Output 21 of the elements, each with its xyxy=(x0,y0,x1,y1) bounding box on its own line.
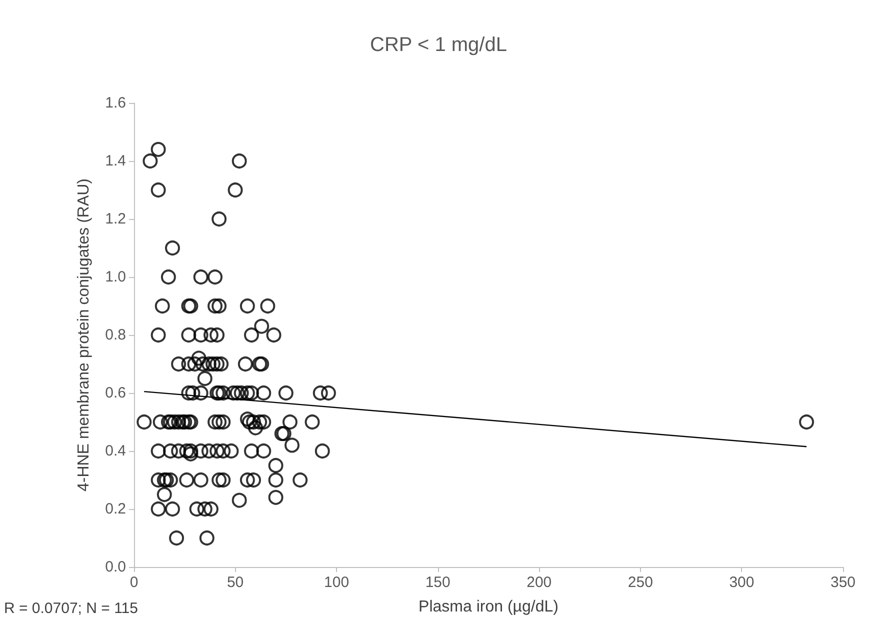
x-tick-label: 0 xyxy=(130,574,138,591)
x-axis-title: Plasma iron (µg/dL) xyxy=(418,598,558,616)
x-tick-label: 50 xyxy=(226,574,244,591)
x-tick-label: 350 xyxy=(830,574,856,591)
x-tick-label: 300 xyxy=(729,574,754,591)
chart-title: CRP < 1 mg/dL xyxy=(370,34,507,56)
y-axis-title: 4-HNE membrane protein conjugates (RAU) xyxy=(76,178,92,492)
y-tick-label: 1.4 xyxy=(105,152,126,170)
x-tick-label: 100 xyxy=(324,574,350,591)
y-tick-label: 1.6 xyxy=(105,94,126,112)
y-tick-label: 0.4 xyxy=(105,442,126,460)
x-tick-label: 150 xyxy=(425,574,450,591)
y-tick-label: 0.6 xyxy=(105,384,126,402)
text: R = 0.0707; N = 115 xyxy=(4,600,138,617)
x-tick-label: 200 xyxy=(526,574,552,591)
y-tick-label: 0.8 xyxy=(105,326,126,344)
y-tick-label: 0.0 xyxy=(105,558,126,576)
y-tick-label: 1.0 xyxy=(105,268,126,286)
x-tick-label: 250 xyxy=(628,574,653,591)
y-tick-label: 0.2 xyxy=(105,500,126,518)
y-tick-label: 1.2 xyxy=(105,210,126,228)
